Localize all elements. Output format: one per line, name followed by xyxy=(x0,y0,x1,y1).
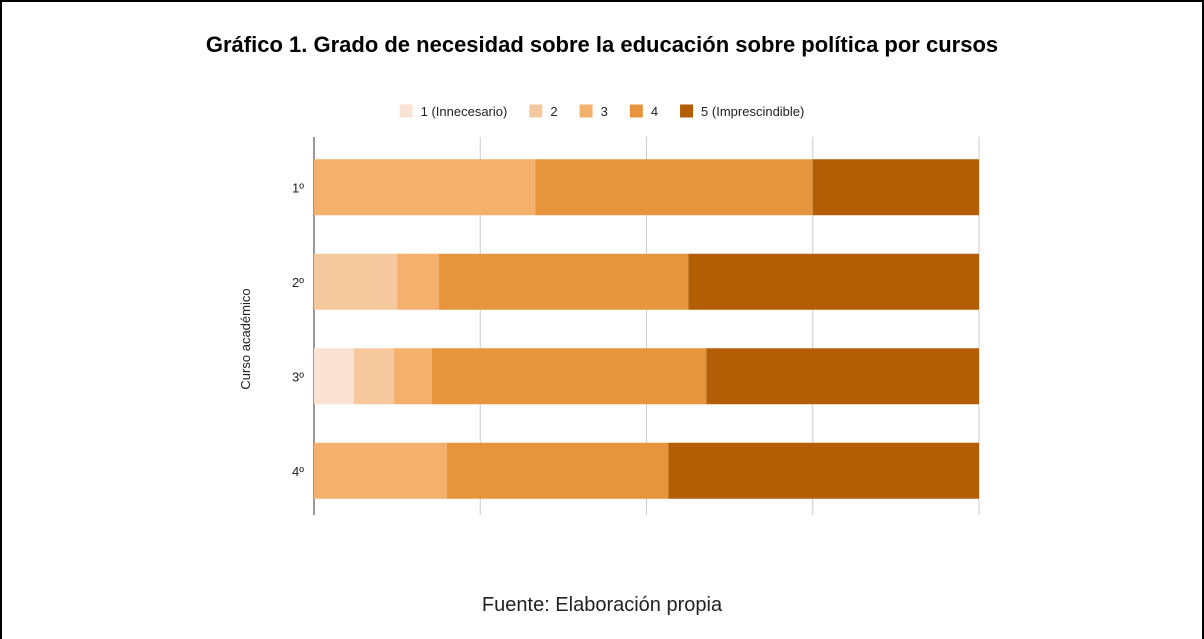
bar-segment xyxy=(812,159,979,216)
y-tick-label: 2º xyxy=(292,275,304,290)
y-tick-label: 3º xyxy=(292,369,304,384)
legend-item: 2 xyxy=(529,104,558,119)
legend-item: 4 xyxy=(629,104,658,119)
legend-swatch xyxy=(399,104,413,118)
source-caption: Fuente: Elaboración propia xyxy=(481,594,723,616)
bar-row xyxy=(314,442,979,499)
legend-swatch xyxy=(579,104,593,118)
legend-swatch xyxy=(629,104,643,118)
bar-segment xyxy=(314,442,447,499)
bar-segment xyxy=(668,442,979,499)
legend-label: 5 (Imprescindible) xyxy=(701,104,804,119)
bar-segment xyxy=(314,159,536,216)
bar-segment xyxy=(397,253,440,310)
bar-row xyxy=(314,348,979,405)
y-tick-label: 1º xyxy=(292,180,304,195)
legend-item: 3 xyxy=(579,104,608,119)
y-tick-label: 4º xyxy=(292,464,304,479)
legend-swatch xyxy=(529,104,543,118)
bar-row xyxy=(314,159,979,216)
y-tick-labels: 1º 2º 3º 4º xyxy=(292,180,304,479)
bar-segment xyxy=(535,159,813,216)
legend-item: 5 (Imprescindible) xyxy=(680,104,804,119)
legend-label: 4 xyxy=(651,104,658,119)
bar-row xyxy=(314,253,979,310)
bar-segment xyxy=(439,253,689,310)
legend-item: 1 (Innecesario) xyxy=(399,104,508,119)
bar-segment xyxy=(314,253,398,310)
chart-title: Gráfico 1. Grado de necesidad sobre la e… xyxy=(205,32,999,57)
bar-groups xyxy=(314,159,979,499)
bar-segment xyxy=(431,348,707,405)
y-axis-label: Curso académico xyxy=(238,288,253,389)
bar-segment xyxy=(447,442,669,499)
bar-segment xyxy=(314,348,354,405)
legend-swatch xyxy=(680,104,694,118)
bar-segment xyxy=(706,348,979,405)
legend: 1 (Innecesario) 2 3 4 5 (Imprescindible) xyxy=(399,104,804,119)
bar-segment xyxy=(353,348,394,405)
legend-label: 1 (Innecesario) xyxy=(421,104,508,119)
bar-segment xyxy=(688,253,979,310)
legend-label: 2 xyxy=(550,104,557,119)
legend-label: 3 xyxy=(601,104,608,119)
bar-segment xyxy=(393,348,432,405)
